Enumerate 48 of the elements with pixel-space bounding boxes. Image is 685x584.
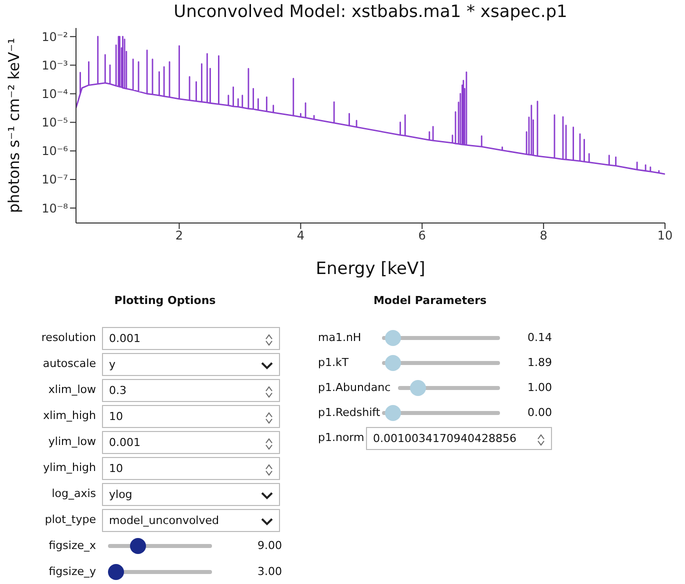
x-tick-label: 8 — [540, 228, 548, 243]
text: Model Parameters — [372, 294, 488, 307]
number-field: 0.0010034170940428856 — [366, 427, 552, 450]
text: p1.Abundanc — [318, 381, 391, 394]
x-tick-label: 6 — [418, 228, 426, 243]
text: ylim_low — [48, 435, 96, 448]
text: 1.89 — [528, 356, 552, 369]
y-tick-label: 10⁻⁷ — [42, 172, 68, 187]
number-field: 0.001 — [102, 327, 280, 350]
text: log_axis — [52, 487, 96, 500]
x-tick-label: 4 — [296, 228, 304, 243]
text: p1.Redshift — [318, 406, 380, 419]
y-tick-label: 10⁻⁶ — [42, 144, 68, 158]
dropdown-field: model_unconvolved — [102, 509, 280, 532]
text: p1.kT — [318, 356, 349, 369]
dropdown-field: ylog — [102, 483, 280, 506]
text: figsize_x — [48, 539, 96, 552]
text: Plotting Options — [113, 294, 217, 307]
text: ylim_high — [43, 461, 96, 474]
text: plot_type — [44, 513, 96, 526]
text: xlim_high — [43, 409, 96, 422]
number-field: 10 — [102, 457, 280, 480]
y-tick-label: 10⁻⁸ — [42, 201, 68, 216]
x-tick-label: 10 — [657, 228, 673, 243]
line-series — [76, 36, 665, 175]
text: 9.00 — [258, 539, 282, 552]
number-field: 10 — [102, 405, 280, 428]
x-axis-title: Energy [keV] — [316, 259, 426, 279]
text: figsize_y — [48, 565, 96, 578]
y-tick-label: 10⁻² — [42, 30, 68, 44]
chart-title: Unconvolved Model: xstbabs.ma1 * xsapec.p1 — [172, 2, 568, 22]
text: autoscale — [42, 357, 96, 370]
x-tick-label: 2 — [175, 228, 184, 243]
y-tick-label: 10⁻³ — [42, 58, 68, 72]
text: 0.14 — [528, 331, 552, 344]
text: p1.norm — [318, 431, 364, 444]
number-field: 0.001 — [102, 431, 280, 454]
text: 0.00 — [528, 406, 552, 419]
text: ma1.nH — [318, 331, 362, 344]
number-field: 0.3 — [102, 379, 280, 402]
dropdown-field: y — [102, 353, 280, 376]
text: 3.00 — [258, 565, 282, 578]
y-axis-title: photons s⁻¹ cm⁻² keV⁻¹ — [5, 38, 23, 213]
y-tick-label: 10⁻⁴ — [42, 87, 68, 102]
y-tick-label: 10⁻⁵ — [42, 116, 68, 130]
text: 1.00 — [528, 381, 552, 394]
text: resolution — [41, 331, 96, 344]
text: xlim_low — [48, 383, 96, 396]
